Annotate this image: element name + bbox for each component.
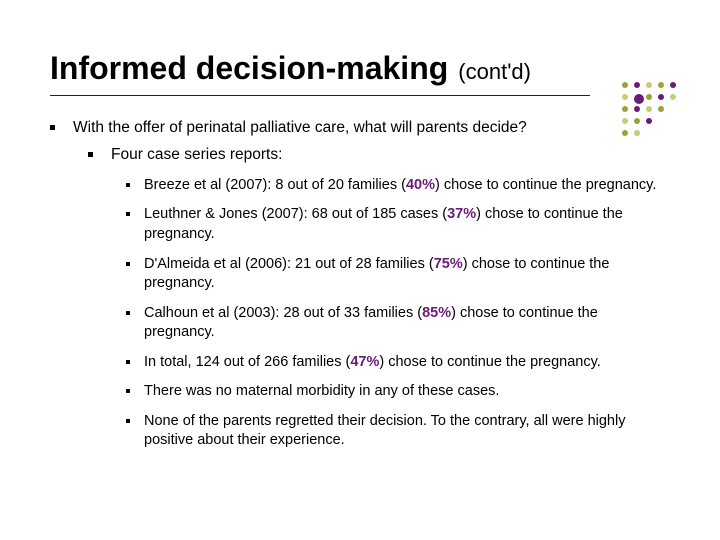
deco-dot [634, 118, 640, 124]
bullet-icon [126, 212, 130, 216]
bullet-icon [126, 311, 130, 315]
deco-dot [622, 106, 628, 112]
case-text-post: ) chose to continue the pregnancy. [379, 354, 600, 370]
slide: Informed decision-making (cont'd) With t… [0, 0, 720, 540]
case-text-pre: Calhoun et al (2003): 28 out of 33 famil… [144, 305, 422, 321]
case-text-pre: Leuthner & Jones (2007): 68 out of 185 c… [144, 206, 447, 222]
list-item-text: Leuthner & Jones (2007): 68 out of 185 c… [144, 205, 670, 244]
list-item: Leuthner & Jones (2007): 68 out of 185 c… [126, 205, 670, 244]
list-item-text: D'Almeida et al (2006): 21 out of 28 fam… [144, 255, 670, 294]
deco-dot [646, 94, 652, 100]
list-item: There was no maternal morbidity in any o… [126, 382, 670, 402]
deco-dot [622, 94, 628, 100]
deco-dot [646, 106, 652, 112]
case-text-post: ) chose to continue the pregnancy. [435, 177, 656, 193]
percent-value: 37% [447, 206, 476, 222]
list-item-text: None of the parents regretted their deci… [144, 412, 670, 451]
deco-dot [670, 94, 676, 100]
title-underline [50, 95, 590, 96]
case-text-pre: None of the parents regretted their deci… [144, 413, 625, 449]
list-item: With the offer of perinatal palliative c… [50, 118, 670, 139]
list-item-text: Calhoun et al (2003): 28 out of 33 famil… [144, 304, 670, 343]
deco-dot [622, 82, 628, 88]
title-row: Informed decision-making (cont'd) [50, 50, 670, 87]
slide-title: Informed decision-making [50, 50, 448, 87]
case-text-pre: In total, 124 out of 266 families ( [144, 354, 350, 370]
bullet-icon [126, 419, 130, 423]
list-item: Calhoun et al (2003): 28 out of 33 famil… [126, 304, 670, 343]
bullet-icon [126, 389, 130, 393]
deco-dot [658, 94, 664, 100]
deco-dot [634, 82, 640, 88]
list-item: D'Almeida et al (2006): 21 out of 28 fam… [126, 255, 670, 294]
list-item-text: Four case series reports: [111, 145, 670, 166]
percent-value: 75% [434, 256, 463, 272]
case-text-pre: Breeze et al (2007): 8 out of 20 familie… [144, 177, 406, 193]
deco-dot [634, 106, 640, 112]
percent-value: 40% [406, 177, 435, 193]
bullet-icon [126, 183, 130, 187]
deco-dot [658, 82, 664, 88]
slide-body: With the offer of perinatal palliative c… [50, 118, 670, 451]
list-item-text: In total, 124 out of 266 families (47%) … [144, 353, 670, 373]
bullet-icon [88, 152, 93, 157]
deco-dot [634, 130, 640, 136]
list-item: Four case series reports: [88, 145, 670, 166]
bullet-icon [126, 360, 130, 364]
slide-subtitle: (cont'd) [458, 59, 531, 85]
case-text-pre: There was no maternal morbidity in any o… [144, 383, 499, 399]
percent-value: 47% [350, 354, 379, 370]
deco-dot [670, 82, 676, 88]
deco-dot [634, 94, 644, 104]
bullet-icon [126, 262, 130, 266]
list-item: Breeze et al (2007): 8 out of 20 familie… [126, 176, 670, 196]
percent-value: 85% [422, 305, 451, 321]
list-item-text: There was no maternal morbidity in any o… [144, 382, 670, 402]
deco-dot [622, 130, 628, 136]
list-item: In total, 124 out of 266 families (47%) … [126, 353, 670, 373]
deco-dot [622, 118, 628, 124]
bullet-icon [50, 125, 55, 130]
list-item: None of the parents regretted their deci… [126, 412, 670, 451]
corner-decoration [614, 82, 684, 152]
deco-dot [646, 118, 652, 124]
deco-dot [646, 82, 652, 88]
deco-dot [658, 106, 664, 112]
case-text-pre: D'Almeida et al (2006): 21 out of 28 fam… [144, 256, 434, 272]
list-item-text: Breeze et al (2007): 8 out of 20 familie… [144, 176, 670, 196]
list-item-text: With the offer of perinatal palliative c… [73, 118, 670, 139]
